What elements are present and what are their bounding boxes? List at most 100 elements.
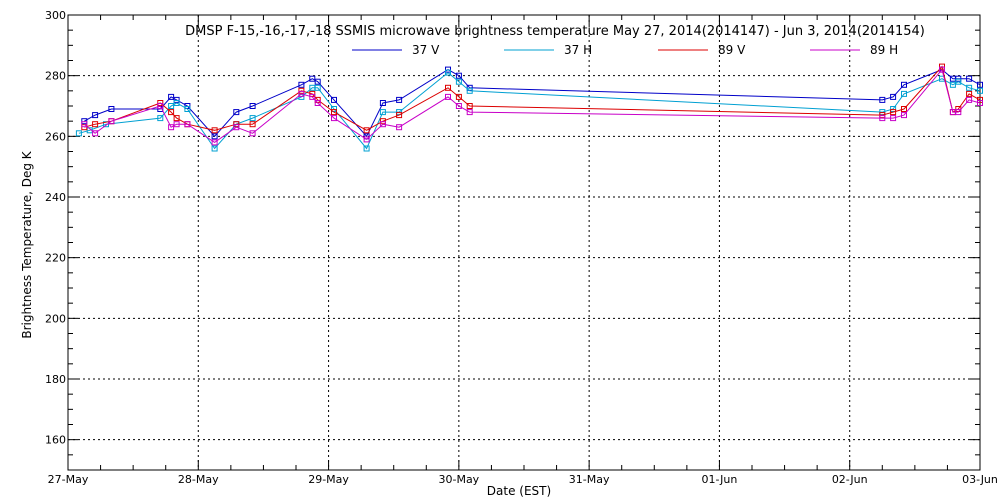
data-point-marker — [173, 100, 180, 106]
series-line — [84, 69, 981, 138]
data-point-marker — [879, 115, 886, 122]
data-point-marker — [466, 103, 473, 109]
data-point-marker — [331, 115, 337, 122]
data-point-marker — [298, 81, 305, 88]
data-point-marker — [249, 115, 256, 122]
legend: 37 V 37 H 89 V 89 H — [352, 43, 898, 57]
data-point-marker — [379, 109, 386, 116]
data-point-marker — [331, 96, 337, 103]
data-point-marker — [309, 93, 316, 100]
data-point-marker — [379, 121, 386, 128]
data-point-marker — [901, 106, 907, 112]
x-tick-label: 03-Jun — [962, 473, 998, 486]
data-point-marker — [901, 90, 907, 97]
data-point-marker — [75, 130, 82, 137]
data-point-marker — [396, 96, 403, 103]
data-point-marker — [211, 139, 218, 146]
data-point-marker — [939, 66, 945, 73]
data-point-marker — [890, 109, 897, 116]
data-point-marker — [966, 84, 973, 91]
data-point-marker — [108, 118, 115, 125]
data-point-marker — [363, 145, 370, 152]
data-point-marker — [184, 121, 191, 128]
y-tick-label: 160 — [45, 434, 66, 447]
data-point-marker — [445, 93, 451, 100]
data-point-marker — [966, 90, 973, 97]
x-tick-label: 30-May — [438, 473, 479, 486]
data-point-marker — [890, 106, 897, 112]
data-point-marker — [314, 100, 321, 106]
axes: 27-May 28-May 29-May 30-May 31-May 01-Jun 02-J… — [45, 9, 998, 486]
data-point-marker — [157, 115, 164, 122]
data-point-marker — [455, 103, 462, 109]
data-point-marker — [955, 78, 962, 85]
data-point-marker — [379, 100, 386, 106]
data-point-marker — [173, 115, 180, 122]
data-point-marker — [92, 130, 99, 137]
data-point-marker — [966, 75, 973, 82]
data-point-marker — [466, 87, 473, 94]
data-point-marker — [211, 127, 218, 134]
data-point-marker — [977, 87, 983, 94]
y-axis-label: Brightness Temperature, Deg K — [20, 150, 34, 338]
data-point-marker — [298, 87, 305, 94]
y-tick-label: 200 — [45, 312, 66, 325]
x-tick-label: 31-May — [569, 473, 610, 486]
data-point-marker — [445, 69, 451, 76]
grid-lines — [68, 15, 980, 470]
x-tick-label: 02-Jun — [832, 473, 868, 486]
data-point-marker — [173, 121, 180, 128]
data-point-marker — [249, 103, 256, 109]
data-point-marker — [977, 96, 983, 103]
y-tick-label: 220 — [45, 252, 66, 265]
data-point-marker — [331, 109, 337, 116]
x-tick-label: 28-May — [178, 473, 219, 486]
data-point-marker — [977, 100, 983, 106]
data-point-marker — [314, 84, 321, 91]
y-tick-label: 180 — [45, 373, 66, 386]
y-tick-label: 300 — [45, 9, 66, 22]
data-point-marker — [211, 133, 218, 140]
data-point-marker — [298, 90, 305, 97]
data-point-marker — [890, 115, 897, 122]
data-point-marker — [955, 109, 962, 116]
data-point-marker — [879, 96, 886, 103]
data-point-marker — [455, 72, 462, 79]
legend-label: 89 H — [870, 43, 898, 57]
data-point-marker — [466, 109, 473, 116]
series-line — [78, 71, 981, 150]
data-point-marker — [445, 84, 451, 91]
x-tick-label: 27-May — [48, 473, 89, 486]
data-point-marker — [92, 121, 99, 128]
x-axis-label: Date (EST) — [487, 484, 551, 498]
data-point-marker — [233, 124, 240, 131]
y-tick-label: 280 — [45, 70, 66, 83]
data-point-marker — [890, 93, 897, 100]
data-point-marker — [168, 109, 175, 116]
data-point-marker — [966, 96, 973, 103]
data-point-marker — [92, 112, 99, 119]
x-tick-label: 29-May — [308, 473, 349, 486]
data-point-marker — [396, 124, 403, 131]
series-group — [75, 63, 983, 152]
plot-frame — [67, 14, 981, 471]
data-point-marker — [249, 130, 256, 137]
data-point-marker — [396, 112, 403, 119]
data-point-marker — [314, 78, 321, 85]
series-89-h — [81, 66, 983, 146]
data-point-marker — [455, 93, 462, 100]
data-point-marker — [363, 127, 370, 134]
legend-label: 37 H — [564, 43, 592, 57]
data-point-marker — [901, 112, 907, 119]
data-point-marker — [455, 78, 462, 85]
data-point-marker — [363, 136, 370, 143]
data-point-marker — [249, 121, 256, 128]
data-point-marker — [211, 145, 218, 152]
legend-label: 89 V — [718, 43, 746, 57]
data-point-marker — [949, 81, 956, 88]
data-point-marker — [81, 121, 88, 128]
y-tick-label: 260 — [45, 130, 66, 143]
data-point-marker — [901, 81, 907, 88]
data-point-marker — [184, 106, 191, 112]
